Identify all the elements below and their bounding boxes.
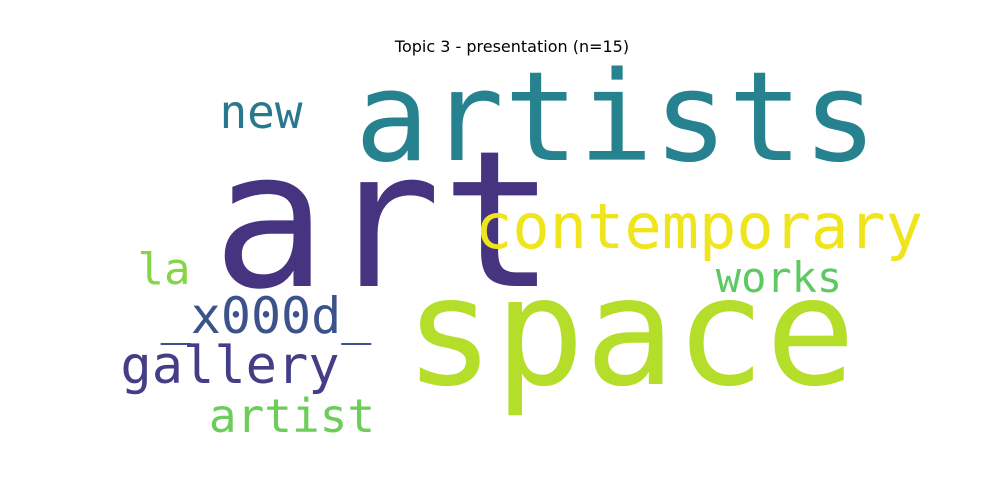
- word-artist: artist: [209, 389, 375, 443]
- chart-title: Topic 3 - presentation (n=15): [394, 37, 629, 56]
- word-new: new: [219, 85, 302, 139]
- word-space: space: [404, 246, 856, 420]
- word-x000d: _x000d_: [161, 287, 373, 345]
- word-contemporary: contemporary: [475, 190, 923, 263]
- word-works: works: [716, 253, 842, 302]
- word-gallery: gallery: [120, 336, 339, 396]
- word-la: la: [138, 244, 191, 295]
- word-artists: artists: [355, 46, 878, 190]
- word-art: art: [212, 110, 555, 331]
